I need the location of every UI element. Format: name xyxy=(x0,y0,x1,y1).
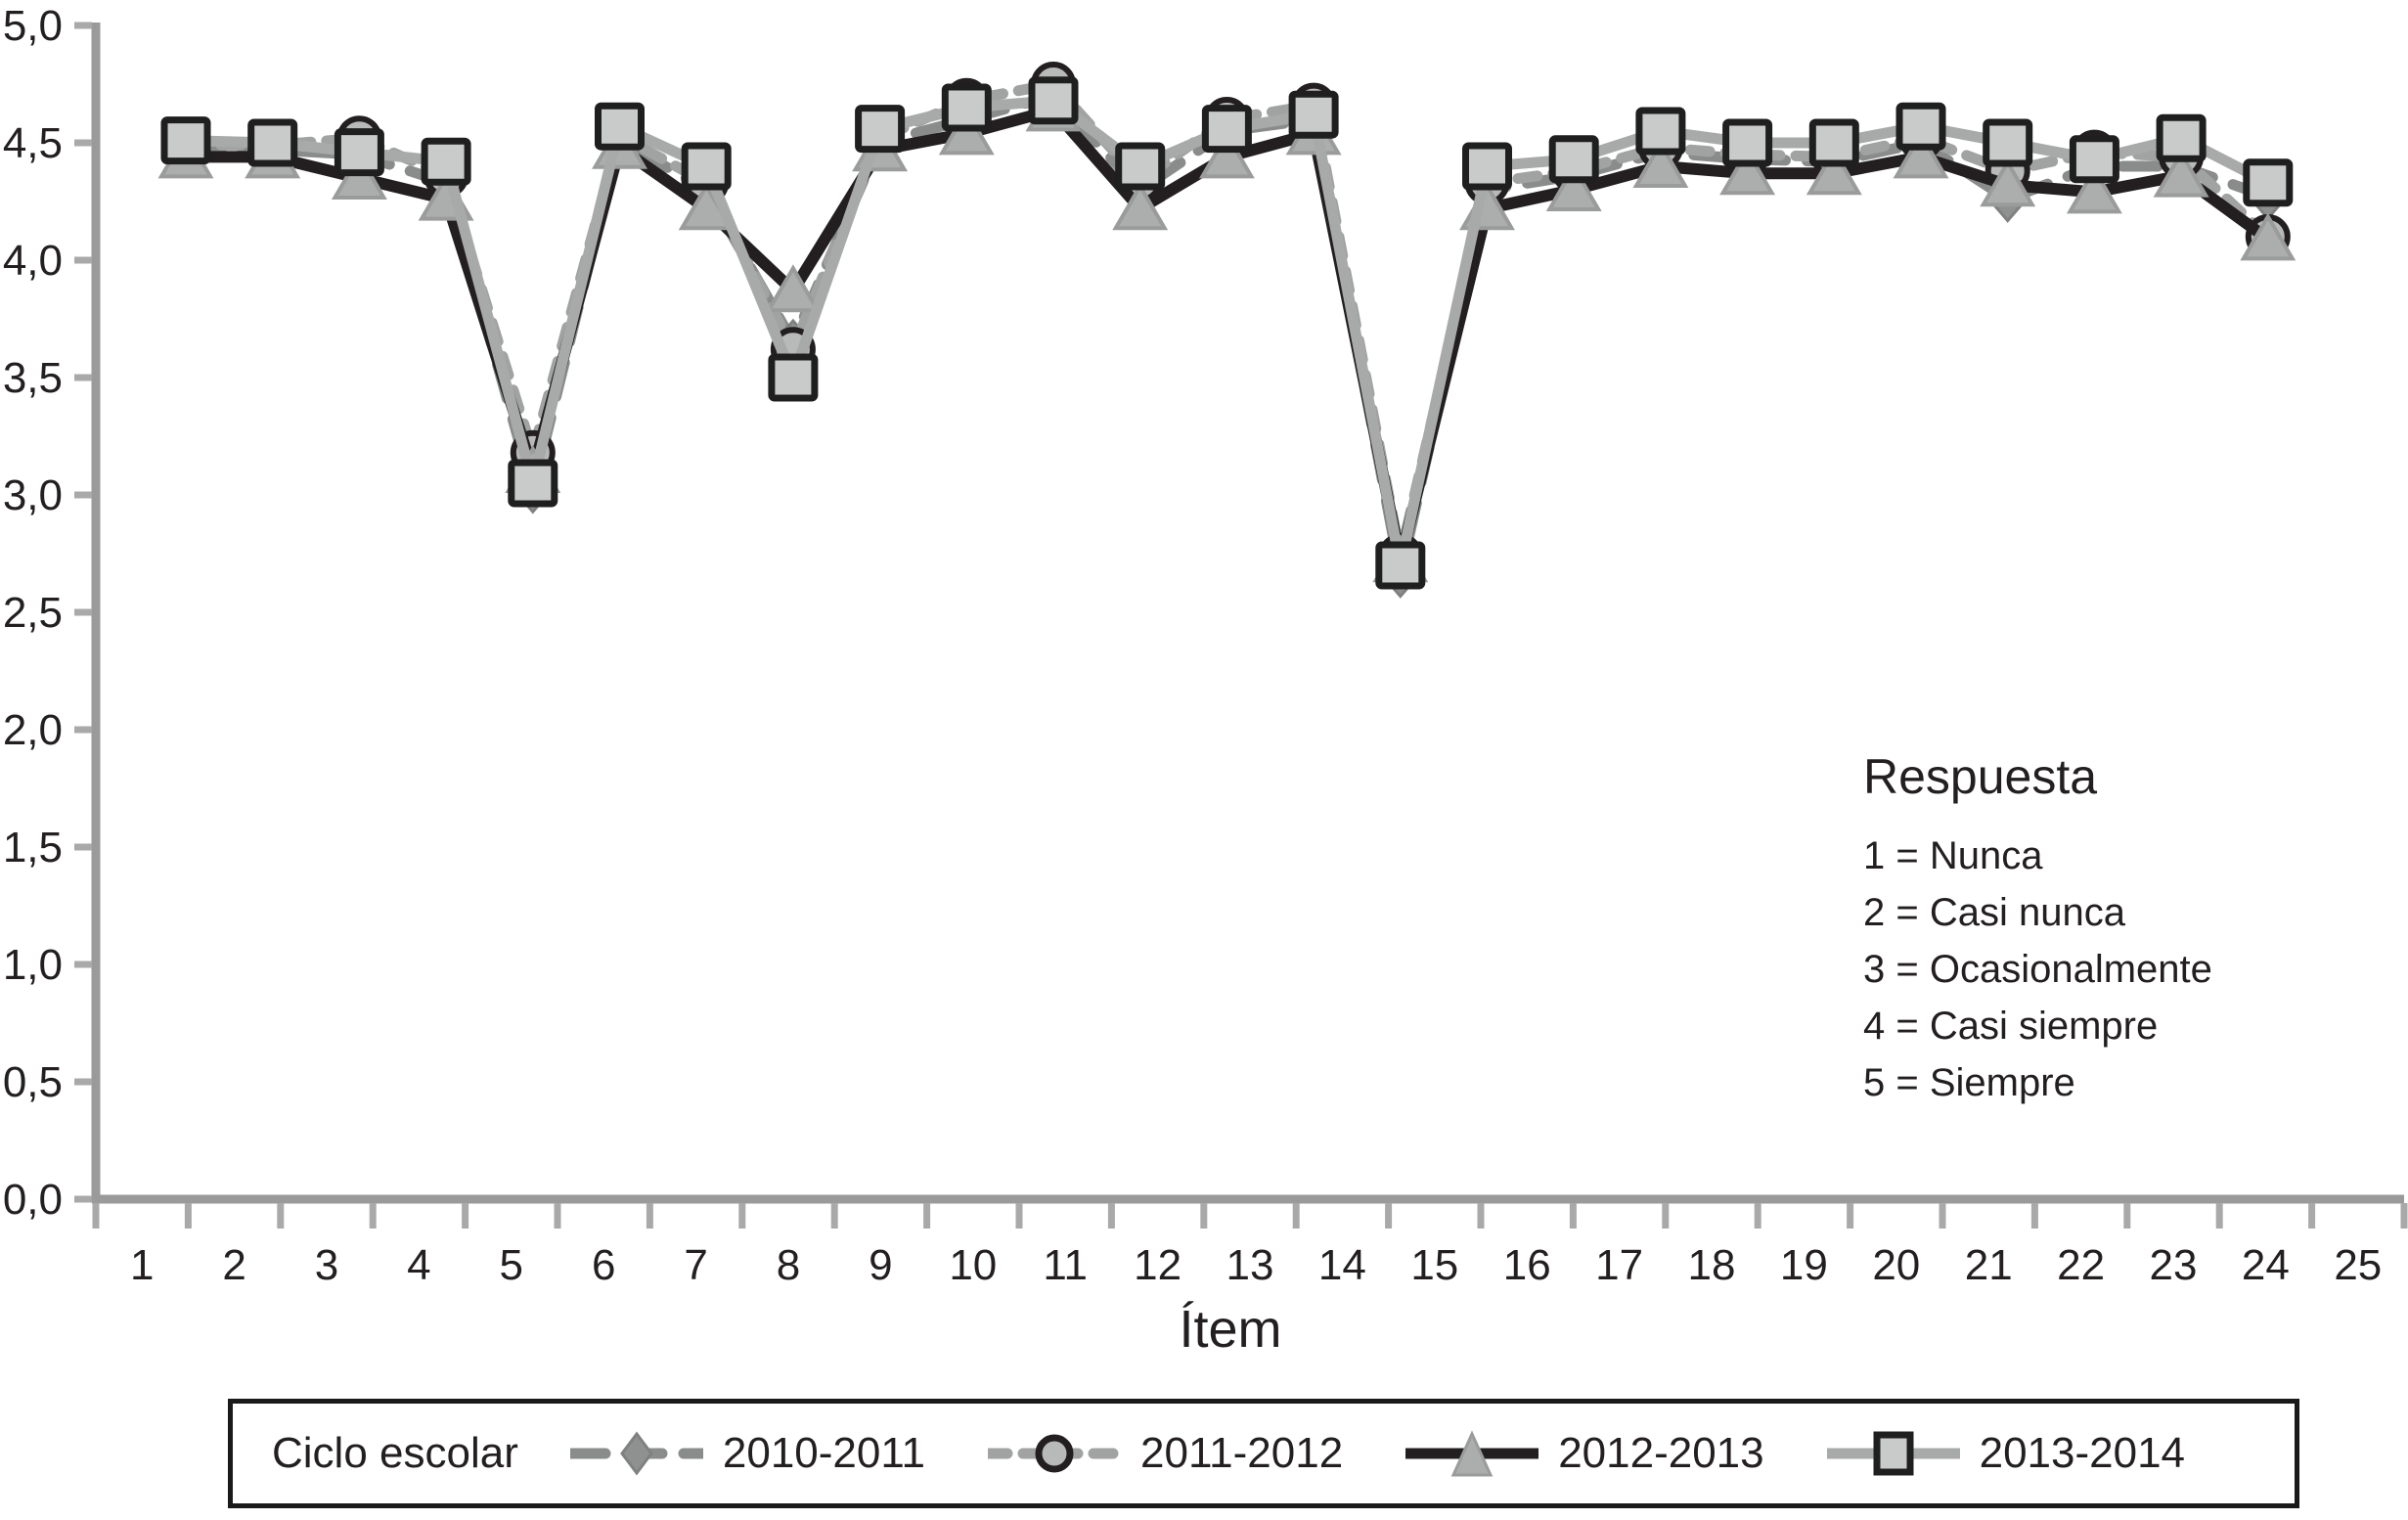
x-tick-label: 20 xyxy=(1872,1241,1920,1289)
annotation-line: 3 = Ocasionalmente xyxy=(1863,948,2212,991)
y-tick-label: 4,0 xyxy=(3,237,63,285)
x-tick-label: 8 xyxy=(777,1241,800,1289)
square-marker xyxy=(681,142,732,191)
y-tick-label: 5,0 xyxy=(3,2,63,50)
square-marker xyxy=(1115,142,1166,191)
square-marker xyxy=(1201,105,1252,154)
x-tick-label: 18 xyxy=(1688,1241,1736,1289)
triangle-marker xyxy=(2240,212,2297,261)
triangle-marker xyxy=(1806,147,1862,196)
x-tick-label: 15 xyxy=(1410,1241,1458,1289)
legend-sample-square-solid-line xyxy=(1826,1431,1960,1476)
triangle-marker xyxy=(1198,130,1255,179)
x-tick-label: 7 xyxy=(684,1241,707,1289)
square-marker xyxy=(421,137,471,186)
legend-sample-circle-dashed-line xyxy=(988,1434,1122,1473)
annotation-title: Respuesta xyxy=(1863,749,2098,804)
triangle-marker xyxy=(1719,147,1776,196)
square-marker xyxy=(1722,118,1773,167)
square-marker xyxy=(2069,135,2119,184)
y-tick-label: 2,0 xyxy=(3,706,63,754)
y-tick-label: 1,5 xyxy=(3,824,63,872)
square-marker xyxy=(855,105,906,154)
square-marker xyxy=(1983,118,2033,167)
legend-item-2012-2013: 2012-2013 xyxy=(1405,1422,1764,1485)
x-tick-label: 5 xyxy=(500,1241,523,1289)
triangle-marker xyxy=(2153,149,2209,198)
annotation-line: 5 = Siempre xyxy=(1863,1061,2075,1104)
square-marker xyxy=(768,353,819,402)
x-tick-label: 1 xyxy=(130,1241,154,1289)
x-tick-label: 16 xyxy=(1503,1241,1551,1289)
square-marker xyxy=(247,118,298,167)
y-tick-label: 4,5 xyxy=(3,119,63,167)
triangle-marker xyxy=(938,107,995,156)
triangle-marker xyxy=(1893,130,1949,179)
y-tick-label: 3,0 xyxy=(3,471,63,519)
square-marker xyxy=(1548,135,1599,184)
square-marker xyxy=(508,459,558,508)
x-tick-label: 12 xyxy=(1134,1241,1182,1289)
x-tick-label: 13 xyxy=(1226,1241,1274,1289)
y-tick-label: 2,5 xyxy=(3,589,63,637)
x-tick-label: 19 xyxy=(1780,1241,1828,1289)
triangle-marker xyxy=(1112,182,1169,231)
legend-label: 2012-2013 xyxy=(1558,1429,1764,1477)
legend-title: Ciclo escolar xyxy=(272,1429,518,1477)
legend-label: 2010-2011 xyxy=(722,1429,926,1477)
annotation-line: 2 = Casi nunca xyxy=(1863,891,2125,934)
x-tick-label: 6 xyxy=(592,1241,615,1289)
y-tick-label: 0,0 xyxy=(3,1176,63,1224)
square-marker xyxy=(160,116,211,165)
y-tick-label: 0,5 xyxy=(3,1058,63,1106)
square-marker xyxy=(1462,142,1512,191)
triangle-marker xyxy=(331,152,387,200)
square-marker xyxy=(1375,541,1426,590)
square-marker xyxy=(2243,158,2294,207)
x-tick-label: 24 xyxy=(2242,1241,2290,1289)
response-scale-annotation: Respuesta 1 = Nunca 2 = Casi nunca 3 = O… xyxy=(1863,734,2323,1111)
triangle-marker xyxy=(1545,163,1602,211)
x-tick-label: 4 xyxy=(407,1241,430,1289)
x-tick-label: 21 xyxy=(1965,1241,2013,1289)
square-marker xyxy=(1028,76,1079,125)
x-axis-title: Ítem xyxy=(1179,1300,1282,1359)
x-tick-label: 25 xyxy=(2334,1241,2382,1289)
annotation-line: 4 = Casi siempre xyxy=(1863,1005,2159,1048)
x-tick-label: 9 xyxy=(869,1241,892,1289)
square-marker xyxy=(941,83,992,132)
triangle-marker xyxy=(765,264,822,313)
square-marker xyxy=(595,102,645,151)
legend-box: Ciclo escolar 2010-2011 2011-2012 2012-2… xyxy=(228,1399,2299,1508)
legend-label: 2013-2014 xyxy=(1979,1429,2186,1477)
x-tick-label: 10 xyxy=(949,1241,997,1289)
annotation-line: 1 = Nunca xyxy=(1863,834,2043,877)
y-tick-label: 1,0 xyxy=(3,941,63,989)
x-tick-label: 23 xyxy=(2150,1241,2198,1289)
x-tick-label: 11 xyxy=(1043,1241,1088,1289)
legend-sample-triangle-solid-line xyxy=(1405,1430,1539,1477)
legend-sample-diamond-dashed-line xyxy=(569,1431,703,1476)
triangle-marker xyxy=(1980,158,2036,207)
legend-label: 2011-2012 xyxy=(1140,1429,1344,1477)
square-marker xyxy=(1635,107,1686,156)
x-tick-label: 22 xyxy=(2057,1241,2105,1289)
square-marker xyxy=(2156,113,2207,162)
triangle-marker xyxy=(2066,165,2122,214)
x-tick-label: 14 xyxy=(1318,1241,1366,1289)
legend-item-2010-2011: 2010-2011 xyxy=(569,1422,926,1485)
square-marker xyxy=(1288,90,1339,139)
square-marker xyxy=(1808,118,1859,167)
square-marker xyxy=(1895,102,1946,151)
x-tick-label: 2 xyxy=(222,1241,245,1289)
legend-item-2013-2014: 2013-2014 xyxy=(1826,1422,2186,1485)
y-tick-label: 3,5 xyxy=(3,354,63,402)
triangle-marker xyxy=(1632,140,1689,188)
x-tick-label: 17 xyxy=(1595,1241,1643,1289)
legend-item-2011-2012: 2011-2012 xyxy=(988,1422,1343,1485)
x-tick-label: 3 xyxy=(315,1241,338,1289)
square-marker xyxy=(334,128,384,177)
